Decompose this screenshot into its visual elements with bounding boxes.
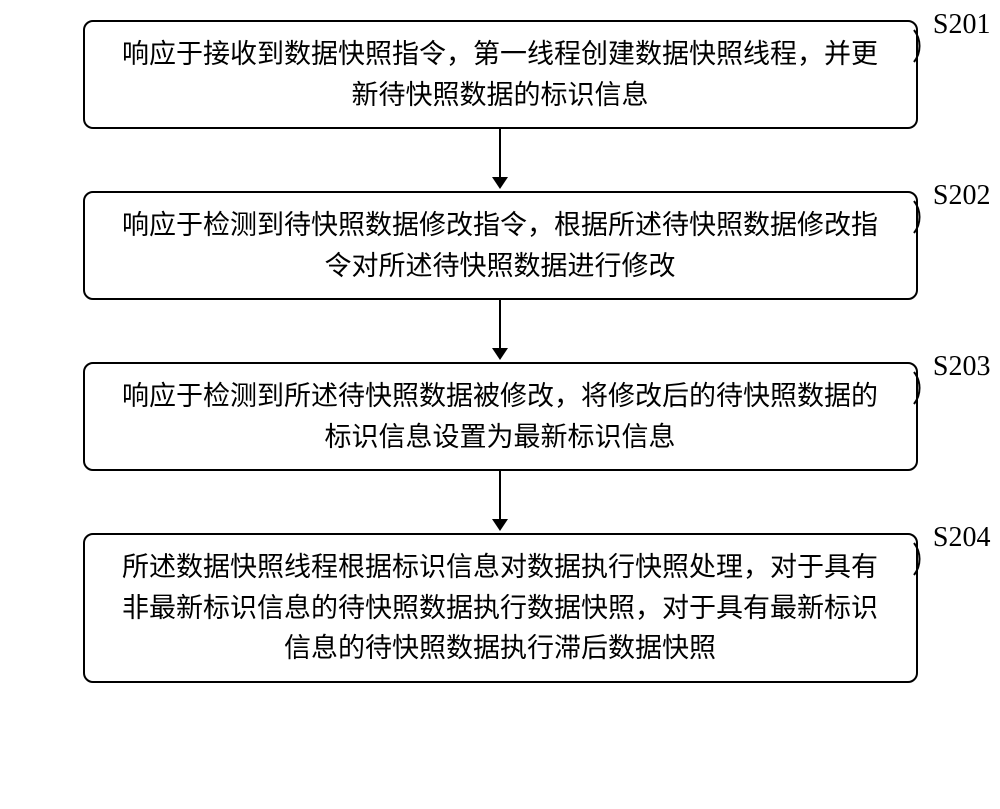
step-text: 响应于检测到待快照数据修改指令，根据所述待快照数据修改指令对所述待快照数据进行修… [122,210,878,281]
flowchart-arrow [490,471,510,533]
step-label: S204 [933,517,991,559]
step-text: 响应于接收到数据快照指令，第一线程创建数据快照线程，并更新待快照数据的标识信息 [122,39,878,110]
step-label: S201 [933,4,991,46]
flowchart-step-s202: 响应于检测到待快照数据修改指令，根据所述待快照数据修改指令对所述待快照数据进行修… [83,191,918,300]
flowchart-arrow [490,129,510,191]
flowchart-step-s204: 所述数据快照线程根据标识信息对数据执行快照处理，对于具有非最新标识信息的待快照数… [83,533,918,683]
step-label: S202 [933,175,991,217]
flowchart-arrow [490,300,510,362]
flowchart-step-s201: 响应于接收到数据快照指令，第一线程创建数据快照线程，并更新待快照数据的标识信息 … [83,20,918,129]
flowchart-container: 响应于接收到数据快照指令，第一线程创建数据快照线程，并更新待快照数据的标识信息 … [45,20,955,683]
flowchart-step-s203: 响应于检测到所述待快照数据被修改，将修改后的待快照数据的标识信息设置为最新标识信… [83,362,918,471]
step-text: 响应于检测到所述待快照数据被修改，将修改后的待快照数据的标识信息设置为最新标识信… [122,381,878,452]
step-text: 所述数据快照线程根据标识信息对数据执行快照处理，对于具有非最新标识信息的待快照数… [122,552,878,663]
step-label: S203 [933,346,991,388]
